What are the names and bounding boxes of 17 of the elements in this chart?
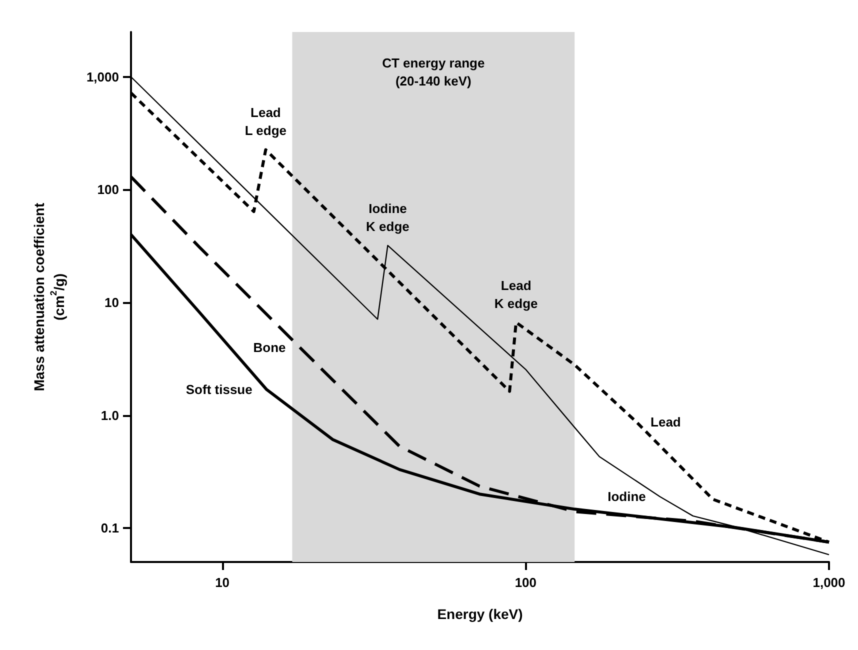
y-tick-label: 10: [104, 294, 119, 310]
series-label: Bone: [253, 340, 286, 355]
x-tick-label: 10: [215, 575, 230, 590]
x-tick-label: 100: [514, 575, 537, 590]
annotation: Iodine K edge: [366, 200, 410, 234]
annotation: Lead K edge: [494, 278, 538, 311]
annotation: Lead L edge: [244, 105, 287, 138]
series-label: Soft tissue: [186, 382, 252, 397]
band-label: CT energy range (20-140 keV): [382, 56, 485, 88]
y-tick-label: 1.0: [100, 408, 119, 423]
y-tick-label: 1,000: [86, 69, 119, 84]
x-tick-label: 1,000: [812, 575, 846, 590]
series-label: Lead: [650, 414, 681, 430]
x-axis-title: Energy (keV): [437, 606, 523, 622]
y-tick-label: 0.1: [100, 520, 119, 536]
y-tick-label: 100: [97, 182, 119, 198]
series-label: Iodine: [608, 489, 646, 504]
